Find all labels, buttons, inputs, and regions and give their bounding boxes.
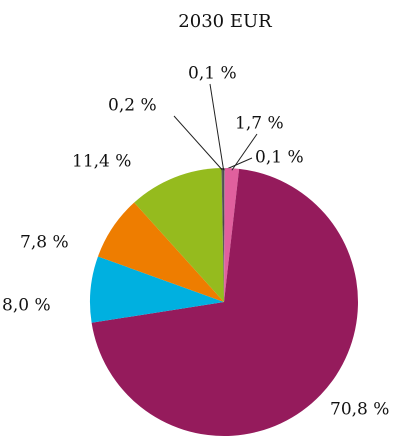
pie-slice xyxy=(224,168,225,302)
pie-slice xyxy=(224,168,240,302)
pie-slice xyxy=(223,168,224,302)
chart-title: 2030 EUR xyxy=(178,11,272,32)
pie-slice xyxy=(221,168,224,302)
data-label: 8,0 % xyxy=(2,296,51,316)
pie-slice xyxy=(97,202,224,302)
leader-line xyxy=(231,133,258,171)
data-label: 11,4 % xyxy=(72,152,131,172)
data-label: 1,7 % xyxy=(235,114,284,134)
data-label: 0,2 % xyxy=(108,96,157,116)
pie-slice xyxy=(91,168,359,436)
data-label: 0,1 % xyxy=(255,148,304,168)
pie-slice xyxy=(90,256,225,323)
data-label: 70,8 % xyxy=(330,400,389,420)
data-label: 7,8 % xyxy=(20,233,69,253)
leader-line xyxy=(173,115,223,171)
pie-slice xyxy=(134,168,224,302)
data-label: 0,1 % xyxy=(188,64,237,84)
leader-line xyxy=(224,157,253,171)
leader-line xyxy=(209,83,225,171)
